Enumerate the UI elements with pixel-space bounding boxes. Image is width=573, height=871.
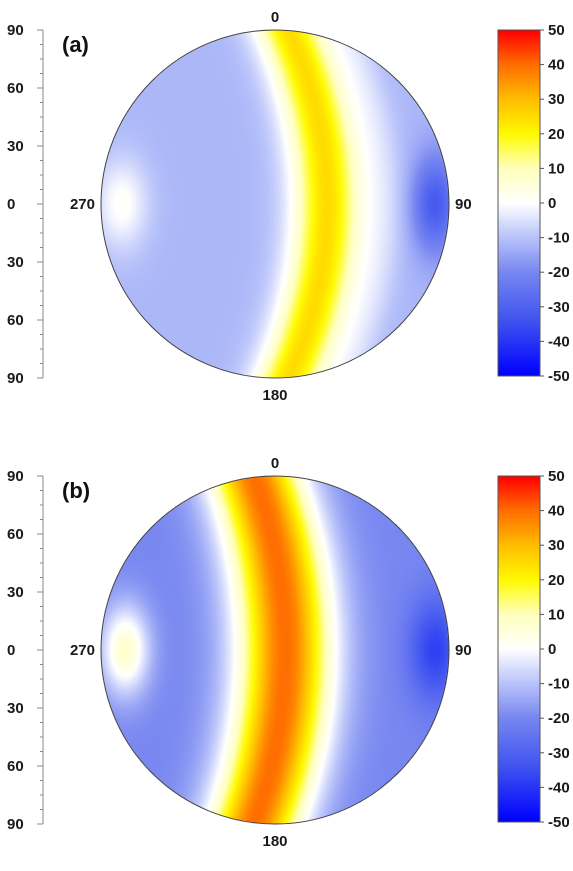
y-tick-label: 90 <box>7 816 24 833</box>
heatmap-disc <box>101 476 449 824</box>
chart-b-svg: 90 60 30 0 30 60 90 0 90 180 270 (b) 50 40 30 20 10 0 -10 -… <box>7 455 570 850</box>
colorbar-tick-label: -10 <box>548 230 570 247</box>
colorbar-tick-label: 0 <box>548 641 556 658</box>
colorbar-tick-label: -50 <box>548 814 570 831</box>
colorbar-tick-label: 20 <box>548 572 565 589</box>
panel-a: 90 60 30 0 30 60 90 0 90 180 270 (a) 50 40 30 20 10 0 -10 -… <box>0 0 573 425</box>
azimuth-label: 180 <box>262 833 287 850</box>
disc-outline <box>100 475 450 825</box>
y-tick-label: 90 <box>7 370 24 387</box>
y-tick-label: 0 <box>7 196 15 213</box>
colorbar-tick-label: 0 <box>548 195 556 212</box>
colorbar-tick-label: -50 <box>548 368 570 385</box>
colorbar-tick-label: 40 <box>548 503 565 520</box>
chart-a-svg: 90 60 30 0 30 60 90 0 90 180 270 (a) 50 40 30 20 10 0 -10 -… <box>7 9 570 404</box>
colorbar-tick-label: 10 <box>548 606 565 623</box>
y-tick-label: 60 <box>7 312 24 329</box>
disc-outline <box>100 29 450 379</box>
y-tick-label: 30 <box>7 700 24 717</box>
y-tick-label: 60 <box>7 80 24 97</box>
colorbar-tick-label: 30 <box>548 537 565 554</box>
y-tick-label: 30 <box>7 138 24 155</box>
y-tick-label: 60 <box>7 758 24 775</box>
y-tick-label: 30 <box>7 584 24 601</box>
colorbar-tick-label: -40 <box>548 333 570 350</box>
colorbar-tick-label: 10 <box>548 160 565 177</box>
azimuth-label: 90 <box>455 642 472 659</box>
colorbar-tick-label: -40 <box>548 779 570 796</box>
colorbar <box>498 30 540 376</box>
colorbar <box>498 476 540 822</box>
colorbar-tick-label: 50 <box>548 468 565 485</box>
azimuth-label: 270 <box>70 196 95 213</box>
y-tick-label: 90 <box>7 468 24 485</box>
azimuth-label: 270 <box>70 642 95 659</box>
panel-b: 90 60 30 0 30 60 90 0 90 180 270 (b) 50 40 30 20 10 0 -10 -… <box>0 446 573 871</box>
azimuth-label: 0 <box>271 9 279 26</box>
colorbar-tick-label: 40 <box>548 57 565 74</box>
y-tick-label: 0 <box>7 642 15 659</box>
colorbar-tick-label: 50 <box>548 22 565 39</box>
y-tick-label: 30 <box>7 254 24 271</box>
azimuth-label: 90 <box>455 196 472 213</box>
colorbar-tick-label: -20 <box>548 264 570 281</box>
colorbar-tick-label: -30 <box>548 745 570 762</box>
y-tick-label: 60 <box>7 526 24 543</box>
colorbar-tick-label: 20 <box>548 126 565 143</box>
panel-label: (b) <box>62 478 90 503</box>
panel-label: (a) <box>62 32 89 57</box>
colorbar-tick-label: 30 <box>548 91 565 108</box>
y-tick-label: 90 <box>7 22 24 39</box>
heatmap-disc <box>101 30 449 378</box>
azimuth-label: 180 <box>262 387 287 404</box>
colorbar-tick-label: -20 <box>548 710 570 727</box>
colorbar-tick-label: -10 <box>548 676 570 693</box>
azimuth-label: 0 <box>271 455 279 472</box>
colorbar-tick-label: -30 <box>548 299 570 316</box>
